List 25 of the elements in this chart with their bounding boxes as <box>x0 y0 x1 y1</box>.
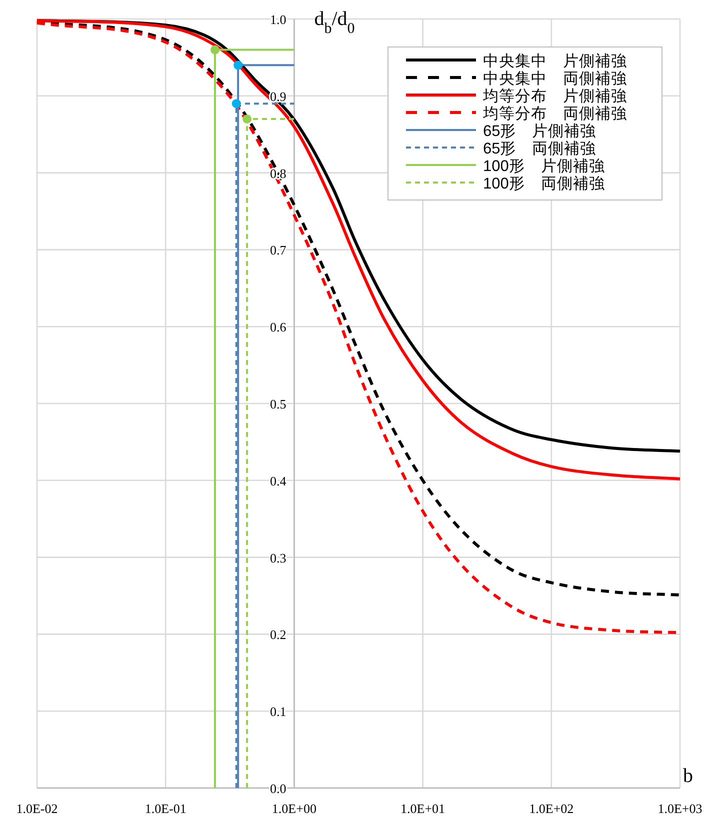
x-tick-label: 1.0E-01 <box>144 801 186 816</box>
x-tick-label: 1.0E+03 <box>658 801 702 816</box>
y-tick-label: 0.3 <box>270 550 286 566</box>
y-tick-label: 0.7 <box>270 242 287 258</box>
y-tick-label: 0.4 <box>270 473 287 488</box>
y-tick-label: 1.0 <box>270 12 286 27</box>
x-tick-label: 1.0E-02 <box>16 801 58 816</box>
y-tick-label: 0.6 <box>270 320 287 335</box>
y-tick-label: 0.1 <box>270 704 286 720</box>
y-tick-label: 0.2 <box>270 627 286 642</box>
x-axis-title: b <box>683 765 693 787</box>
y-tick-label: 0.0 <box>270 781 286 796</box>
legend-label: 均等分布 片側補強 <box>482 87 627 105</box>
x-tick-label: 1.0E+00 <box>272 801 316 816</box>
legend-label: 均等分布 両側補強 <box>482 104 627 122</box>
x-tick-label: 1.0E+01 <box>400 801 446 816</box>
legend-label: 100形 片側補強 <box>483 157 605 175</box>
x-tick-label: 1.0E+02 <box>529 801 574 816</box>
legend-label: 65形 両側補強 <box>483 140 596 158</box>
legend-label: 中央集中 両側補強 <box>483 70 627 88</box>
legend-label: 中央集中 片側補強 <box>483 52 627 70</box>
legend-label: 65形 片側補強 <box>483 122 596 140</box>
y-tick-label: 0.5 <box>270 396 286 412</box>
legend-label: 100形 両側補強 <box>483 174 605 192</box>
y-axis-title: d$_{b}$/d$_{0}$ <box>314 8 355 37</box>
